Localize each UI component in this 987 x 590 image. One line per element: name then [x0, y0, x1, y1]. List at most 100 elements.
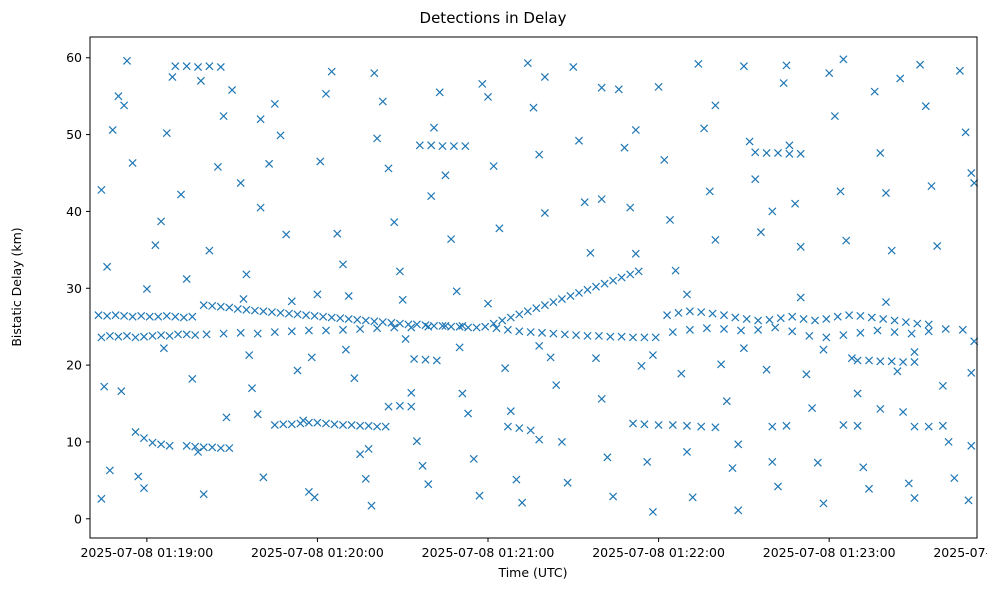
data-point	[438, 321, 447, 330]
data-point	[776, 314, 785, 323]
data-point	[114, 92, 123, 101]
data-point	[449, 142, 458, 151]
data-point	[338, 325, 348, 334]
data-point	[128, 158, 137, 168]
data-point	[432, 356, 441, 365]
data-point	[199, 443, 208, 452]
data-point	[100, 382, 109, 391]
data-point	[719, 311, 729, 320]
data-point	[219, 112, 228, 121]
data-point	[964, 496, 973, 505]
data-point	[620, 143, 629, 152]
data-point	[648, 507, 657, 516]
data-point	[910, 422, 919, 431]
data-point	[967, 368, 976, 377]
data-point	[768, 457, 777, 466]
data-point	[768, 422, 777, 431]
data-point	[853, 356, 862, 365]
data-point	[398, 295, 407, 304]
data-point	[739, 62, 748, 71]
x-axis-label: Time (UTC)	[497, 565, 567, 580]
data-point	[341, 345, 350, 354]
data-point	[788, 312, 797, 321]
data-point	[122, 56, 132, 65]
data-point	[810, 316, 820, 325]
data-point	[881, 188, 891, 198]
plot-frame	[89, 36, 978, 539]
x-tick-label: 2025-07-08 01:19:00	[80, 545, 213, 560]
data-point	[668, 328, 677, 337]
data-point	[540, 301, 549, 310]
data-point	[103, 262, 112, 271]
data-point	[597, 83, 606, 92]
data-point	[412, 320, 421, 329]
data-point	[728, 464, 737, 473]
data-point	[603, 453, 612, 462]
data-point	[489, 162, 498, 171]
data-point	[276, 131, 285, 140]
data-point	[410, 354, 419, 364]
data-point	[174, 330, 183, 339]
data-point	[225, 303, 234, 312]
data-point	[736, 326, 746, 335]
data-point	[171, 62, 180, 71]
data-point	[458, 321, 467, 330]
data-point	[626, 203, 635, 212]
data-point	[626, 270, 635, 279]
data-point	[304, 418, 313, 427]
data-point	[537, 328, 547, 337]
data-point	[182, 330, 191, 339]
data-point	[529, 103, 538, 112]
data-point	[535, 435, 544, 444]
data-point	[654, 420, 663, 430]
data-point	[424, 322, 433, 331]
data-point	[94, 311, 103, 320]
data-point	[916, 60, 925, 69]
data-point	[927, 182, 936, 191]
data-point	[367, 501, 376, 510]
data-point	[370, 69, 379, 78]
data-point	[464, 409, 473, 418]
data-point	[287, 297, 296, 306]
data-point	[347, 420, 356, 430]
data-point	[199, 490, 208, 499]
data-point	[910, 357, 919, 367]
data-point	[694, 59, 703, 68]
data-point	[321, 326, 331, 335]
data-point	[808, 404, 817, 413]
data-point	[344, 314, 353, 324]
data-point	[213, 162, 222, 171]
data-point	[711, 423, 720, 432]
data-point	[830, 112, 839, 121]
data-point	[148, 438, 157, 447]
data-point	[540, 72, 549, 82]
data-point	[441, 171, 450, 180]
data-point	[822, 333, 831, 342]
data-point	[594, 331, 603, 340]
data-point	[938, 421, 947, 430]
data-point	[967, 441, 976, 450]
data-point	[609, 276, 618, 285]
data-point	[574, 136, 584, 145]
data-point	[881, 298, 891, 307]
data-point	[276, 308, 285, 317]
data-point	[492, 324, 501, 333]
data-point	[853, 389, 862, 398]
data-point	[512, 475, 521, 484]
data-point	[412, 437, 421, 446]
data-point	[310, 311, 319, 320]
data-point	[421, 355, 430, 364]
data-point	[316, 157, 325, 166]
data-point	[267, 308, 276, 317]
data-point	[472, 323, 481, 332]
x-tick-label: 2025-07-08 01:20:00	[251, 545, 384, 560]
y-axis-label: Bistatic Delay (km)	[9, 227, 24, 346]
data-point	[415, 141, 424, 150]
y-tick-label: 30	[66, 281, 82, 296]
data-point	[523, 307, 532, 316]
data-point	[105, 331, 114, 340]
data-point	[677, 369, 686, 378]
data-point	[293, 366, 302, 375]
data-point	[427, 141, 436, 150]
